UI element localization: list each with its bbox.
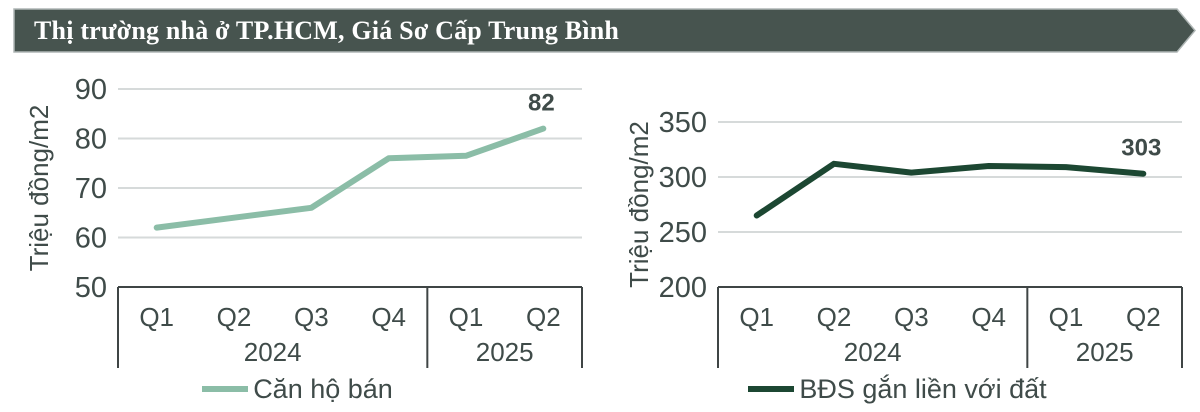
value-label: 303 — [1121, 135, 1161, 162]
quarter-label: Q2 — [1126, 302, 1161, 332]
y-tick-label: 250 — [659, 217, 707, 249]
y-axis-title: Triệu đồng/m2 — [24, 105, 54, 272]
year-label: 2025 — [476, 337, 534, 367]
y-axis-title: Triệu đồng/m2 — [624, 121, 654, 288]
apartment-legend: Căn hộ bán — [10, 374, 585, 404]
quarter-label: Q1 — [1049, 302, 1084, 332]
y-tick-label: 60 — [75, 223, 107, 255]
y-tick-label: 90 — [75, 74, 107, 106]
price-line — [753, 160, 1147, 219]
page-title: Thị trường nhà ở TP.HCM, Giá Sơ Cấp Trun… — [34, 16, 620, 45]
year-label: 2024 — [244, 337, 302, 367]
y-tick-label: 350 — [659, 107, 707, 139]
apartment-legend-line-swatch — [202, 386, 249, 392]
y-tick-label: 70 — [75, 173, 107, 205]
value-label: 82 — [528, 90, 555, 117]
apartment-price-chart: 90 80 70 60 50 Triệu đồng/m2 Q1 Q2 Q3 Q4 Q1 Q2 2024 2… — [10, 70, 585, 406]
year-label: 2024 — [844, 337, 902, 367]
title-banner: Thị trường nhà ở TP.HCM, Giá Sơ Cấp Trun… — [13, 8, 1197, 53]
quarter-label: Q4 — [371, 302, 406, 332]
landed-legend-label: BĐS gắn liền với đất — [799, 373, 1047, 404]
price-line — [153, 125, 547, 231]
category-axis-box — [117, 286, 583, 368]
quarter-label: Q1 — [739, 302, 774, 332]
quarter-label: Q4 — [971, 302, 1006, 332]
quarter-label: Q2 — [817, 302, 852, 332]
y-tick-label: 50 — [75, 272, 107, 304]
y-tick-label: 80 — [75, 124, 107, 156]
year-label: 2025 — [1076, 337, 1134, 367]
banner-arrow-shape — [13, 8, 1196, 53]
category-axis-box — [717, 286, 1183, 368]
apartment-legend-label: Căn hộ bán — [253, 373, 393, 404]
y-tick-label: 200 — [659, 272, 707, 304]
banner-arrow-polygon — [13, 8, 1196, 53]
quarter-label: Q2 — [526, 302, 561, 332]
landed-property-price-chart: 350 300 250 200 Triệu đồng/m2 Q1 Q2 Q3 Q4 Q1 Q2 202… — [610, 70, 1185, 406]
quarter-label: Q3 — [294, 302, 329, 332]
landed-legend-line-swatch — [748, 386, 795, 392]
quarter-label: Q1 — [139, 302, 174, 332]
apartment-chart-canvas: 90 80 70 60 50 Triệu đồng/m2 Q1 Q2 Q3 Q4 Q1 Q2 2024 2… — [24, 74, 583, 368]
landed-legend: BĐS gắn liền với đất — [610, 374, 1185, 404]
quarter-label: Q2 — [217, 302, 252, 332]
quarter-label: Q3 — [894, 302, 929, 332]
quarter-label: Q1 — [449, 302, 484, 332]
y-tick-label: 300 — [659, 162, 707, 194]
